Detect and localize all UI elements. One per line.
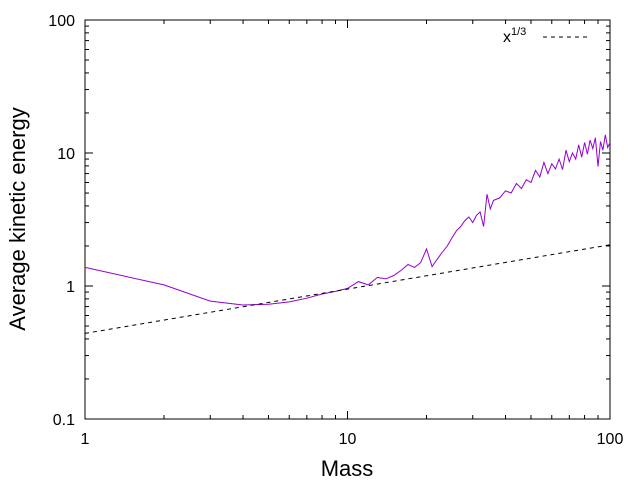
legend-label: x1/3 (503, 26, 526, 46)
series-line-reference (84, 244, 611, 334)
y-tick-label: 10 (57, 146, 75, 163)
y-axis-title: Average kinetic energy (5, 107, 30, 330)
x-tick-label: 10 (339, 431, 357, 448)
plot-frame (84, 19, 611, 420)
legend: x1/3 (503, 26, 588, 46)
legend-label-exponent: 1/3 (511, 26, 526, 38)
y-tick-label: 0.1 (53, 412, 75, 429)
x-axis-title: Mass (321, 456, 374, 480)
series-layer (84, 134, 611, 334)
x-tick-label: 100 (597, 431, 624, 448)
y-tick-label: 100 (48, 13, 75, 30)
y-tick-label: 1 (66, 279, 75, 296)
legend-label-base: x (503, 29, 511, 46)
axis-tick-labels: 1 10 100 0.1 1 10 100 (48, 13, 623, 448)
series-line-energy (84, 134, 611, 306)
axis-ticks (84, 20, 610, 420)
x-tick-label: 1 (81, 431, 90, 448)
